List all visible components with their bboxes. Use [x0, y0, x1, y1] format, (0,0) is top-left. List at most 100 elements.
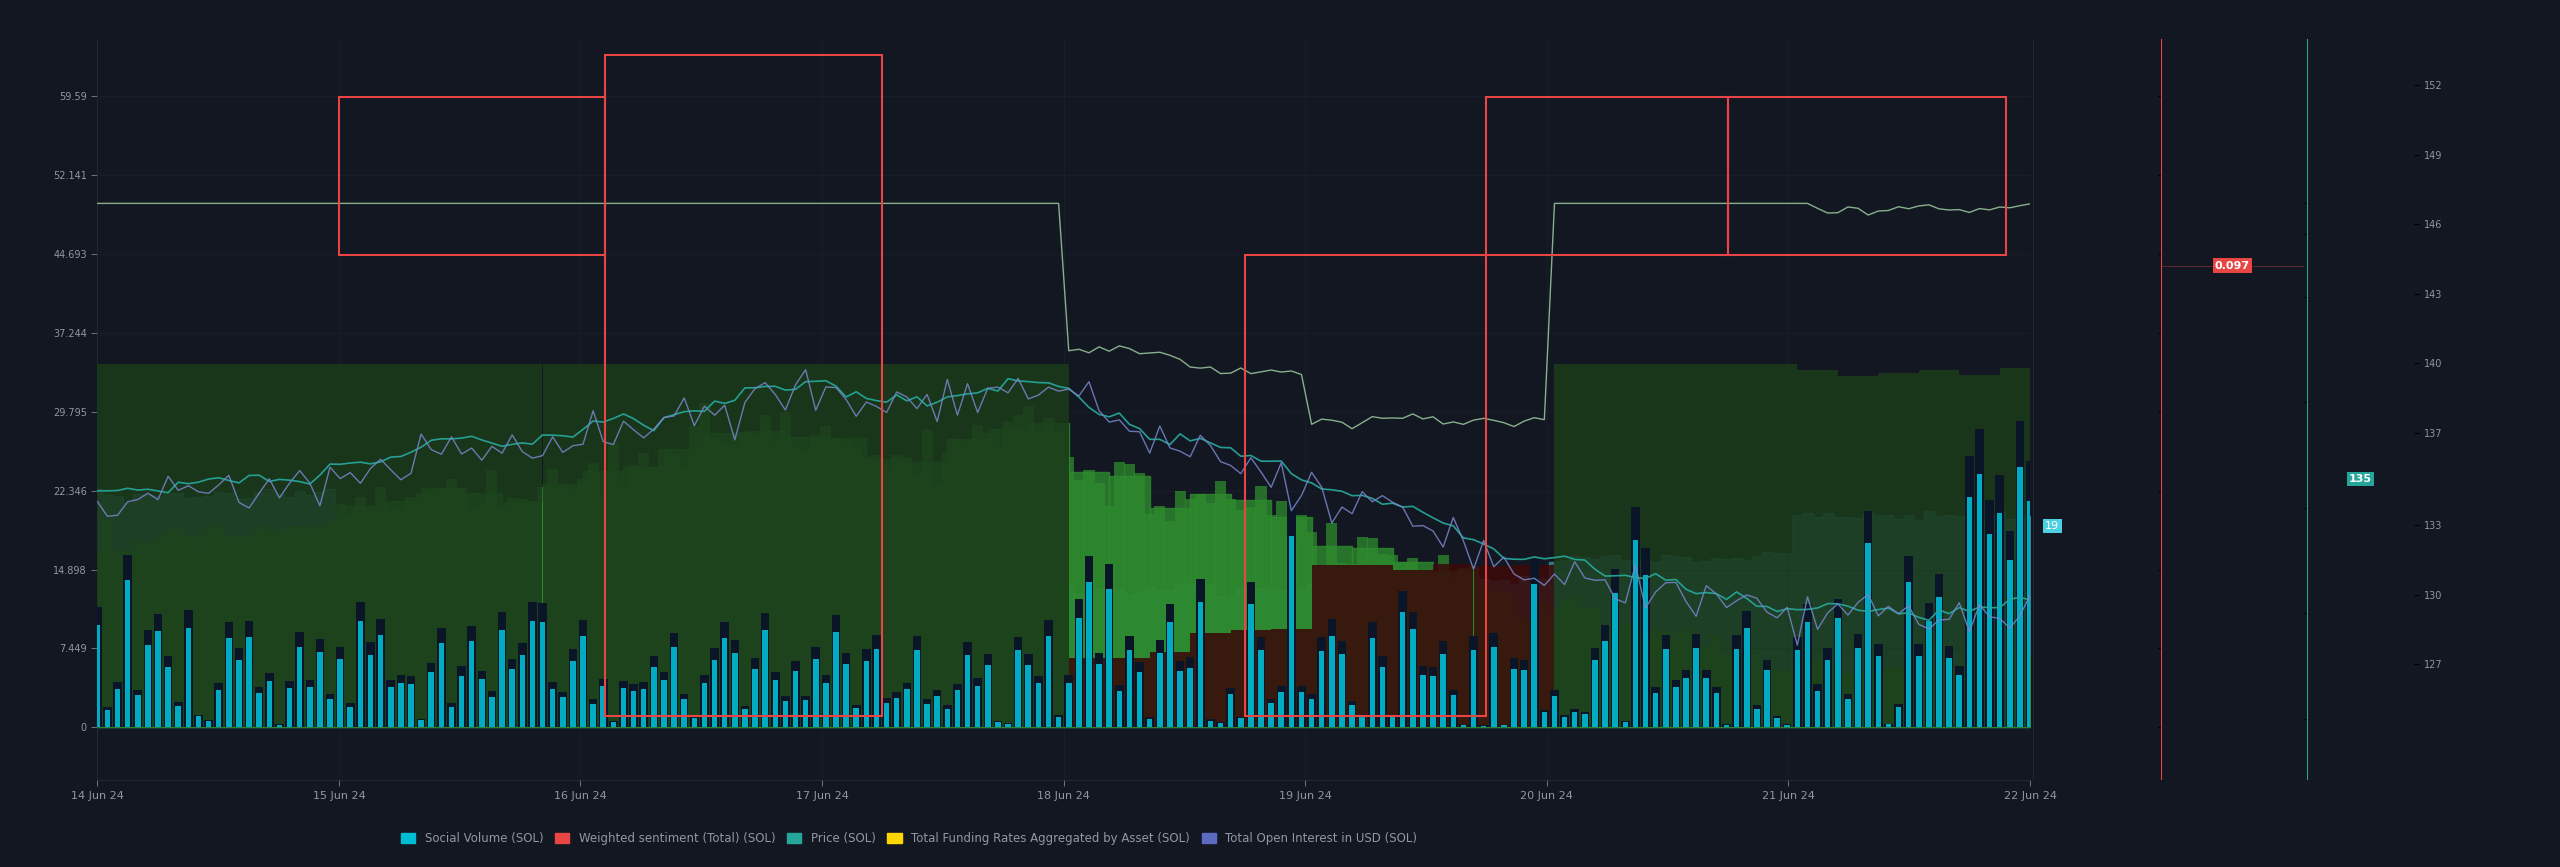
Bar [1772, 675, 1782, 727]
Bar [1661, 635, 1669, 727]
Bar [1275, 501, 1288, 727]
Bar [1428, 582, 1439, 727]
Bar [842, 664, 850, 727]
Bar [1874, 644, 1882, 727]
Bar [1411, 629, 1416, 727]
Bar [1096, 664, 1101, 727]
Bar [246, 637, 251, 727]
Bar [1116, 692, 1121, 727]
Bar [225, 638, 230, 727]
Bar [182, 538, 195, 727]
Bar [1055, 714, 1062, 727]
Bar [1277, 692, 1285, 727]
Bar [1723, 725, 1728, 727]
Bar [215, 683, 223, 727]
Bar [1879, 373, 1917, 727]
Bar [1439, 641, 1446, 727]
Bar [335, 647, 346, 727]
Bar [1569, 709, 1580, 727]
Bar [1784, 725, 1789, 727]
Bar [870, 455, 883, 727]
Bar [1114, 462, 1124, 727]
Bar [133, 541, 143, 727]
Bar [358, 621, 364, 727]
Bar [2015, 649, 2025, 727]
Bar [850, 447, 863, 727]
Bar [922, 700, 932, 727]
Bar [993, 448, 1004, 727]
Bar [366, 508, 376, 727]
Bar [1912, 675, 1925, 727]
Bar [461, 363, 502, 727]
Bar [468, 641, 474, 727]
Bar [1390, 716, 1395, 727]
Bar [983, 655, 993, 727]
Bar [771, 442, 781, 727]
Bar [1510, 668, 1516, 727]
Bar [1713, 693, 1720, 727]
Bar [801, 695, 809, 727]
Bar [425, 492, 438, 727]
Bar [791, 449, 801, 727]
Bar [584, 363, 625, 727]
Bar [1915, 656, 1923, 727]
Bar [1500, 725, 1508, 727]
Bar [1669, 636, 1682, 727]
Bar [993, 721, 1001, 727]
Bar [1764, 670, 1769, 727]
Bar [97, 363, 138, 727]
Bar [1065, 683, 1073, 727]
Bar [1167, 623, 1172, 727]
Bar [1510, 658, 1518, 727]
Bar [1902, 662, 1915, 727]
Bar [1764, 660, 1772, 727]
Bar [548, 682, 558, 727]
Bar [381, 363, 420, 727]
Bar [397, 675, 404, 727]
Bar [1905, 582, 1912, 727]
Bar [489, 697, 494, 727]
Bar [932, 690, 942, 727]
Bar [1966, 456, 1974, 727]
Bar [420, 363, 461, 727]
Bar [804, 701, 809, 727]
Bar [1825, 660, 1830, 727]
Bar [356, 498, 366, 727]
Bar [1672, 680, 1679, 727]
Bar [824, 683, 829, 727]
Bar [1016, 650, 1021, 727]
Bar [1398, 563, 1408, 727]
Bar [1149, 651, 1190, 727]
Bar [1925, 603, 1933, 727]
Bar [376, 487, 387, 727]
Bar [1068, 658, 1108, 727]
Bar [1987, 534, 1992, 727]
Bar [1953, 674, 1964, 727]
Bar [625, 363, 663, 727]
Bar [394, 510, 407, 727]
Bar [1236, 510, 1247, 727]
Text: 135: 135 [2350, 474, 2371, 484]
Bar [579, 620, 586, 727]
Bar [873, 635, 881, 727]
Bar [1623, 722, 1628, 727]
Bar [1864, 511, 1871, 727]
Bar [1508, 625, 1521, 727]
Bar [1257, 637, 1265, 727]
Bar [92, 556, 102, 727]
Bar [1994, 475, 2004, 727]
Bar [1229, 694, 1234, 727]
Bar [1651, 688, 1659, 727]
Bar [305, 532, 315, 727]
Bar [904, 682, 911, 727]
Bar [1846, 699, 1851, 727]
Bar [1792, 663, 1802, 727]
Bar [1956, 666, 1964, 727]
Bar [1216, 722, 1224, 727]
Bar [973, 425, 983, 727]
Bar [527, 501, 538, 727]
Bar [1347, 564, 1357, 727]
Bar [988, 363, 1029, 727]
Bar [1147, 719, 1152, 727]
Bar [266, 681, 271, 727]
